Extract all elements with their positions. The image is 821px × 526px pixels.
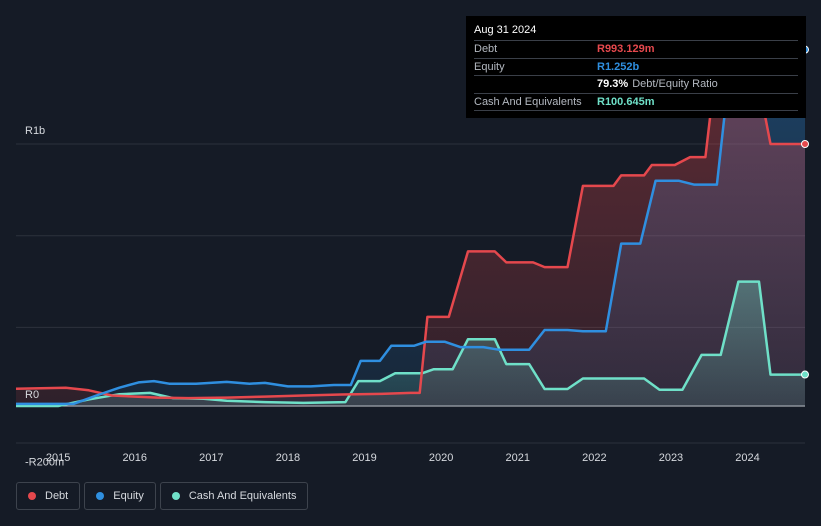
legend-item-equity[interactable]: Equity — [84, 482, 156, 510]
tooltip-row-equity: Equity R1.252b — [474, 57, 798, 76]
equity-line — [16, 30, 805, 406]
tooltip-debt-label: Debt — [474, 43, 498, 56]
tooltip-ratio-value: 79.3% — [597, 78, 629, 91]
tooltip-date: Aug 31 2024 — [474, 24, 537, 36]
legend-label-equity: Equity — [113, 490, 144, 502]
tooltip-panel: Aug 31 2024 Debt R993.129m Equity R1.252… — [466, 16, 806, 118]
x-tick-label-2015: 2015 — [46, 452, 70, 464]
x-tick-label-2017: 2017 — [199, 452, 223, 464]
y-tick-label-1: R0 — [25, 389, 39, 401]
legend-label-cash: Cash And Equivalents — [188, 490, 297, 502]
tooltip-row-debt: Debt R993.129m — [474, 40, 798, 58]
debt-dot-icon — [28, 492, 36, 500]
cash-dot-icon — [171, 492, 180, 500]
tooltip-cash-value: R100.645m — [597, 95, 655, 108]
tooltip-row-ratio: 79.3% Debt/Equity Ratio — [474, 75, 798, 93]
tooltip-row-cash: Cash And Equivalents R100.645m — [474, 92, 798, 111]
cash-area — [16, 281, 805, 406]
chart-legend: Debt Equity Cash And Equivalents — [16, 482, 309, 510]
x-axis-labels: 2015 2016 2017 2018 2019 2020 2021 2022 2023 2024 — [46, 452, 760, 464]
x-tick-label-2016: 2016 — [122, 452, 146, 464]
tooltip-debt-value: R993.129m — [597, 43, 655, 56]
equity-dot-icon — [96, 492, 105, 500]
tooltip-ratio-label: Debt/Equity Ratio — [632, 78, 718, 91]
y-tick-label-2: -R200m — [25, 456, 64, 468]
x-tick-label-2022: 2022 — [582, 452, 606, 464]
tooltip-cash-label: Cash And Equivalents — [474, 95, 582, 108]
x-tick-label-2024: 2024 — [735, 452, 759, 464]
series-lines — [15, 30, 805, 408]
debt-end-point — [801, 140, 809, 148]
tooltip-equity-value: R1.252b — [597, 60, 640, 73]
x-tick-label-2023: 2023 — [659, 452, 683, 464]
x-tick-label-2019: 2019 — [352, 452, 376, 464]
legend-label-debt: Debt — [45, 490, 69, 502]
cash-end-point — [801, 370, 809, 379]
y-axis-labels: R1b R0 -R200m — [25, 125, 64, 468]
x-tick-label-2020: 2020 — [429, 452, 453, 464]
x-tick-label-2018: 2018 — [276, 452, 300, 464]
legend-item-debt[interactable]: Debt — [16, 482, 81, 510]
tooltip-equity-label: Equity — [474, 60, 505, 73]
legend-item-cash[interactable]: Cash And Equivalents — [159, 482, 309, 510]
y-tick-label-0: R1b — [25, 125, 45, 137]
x-tick-label-2021: 2021 — [506, 452, 530, 464]
debt-line — [15, 70, 805, 400]
